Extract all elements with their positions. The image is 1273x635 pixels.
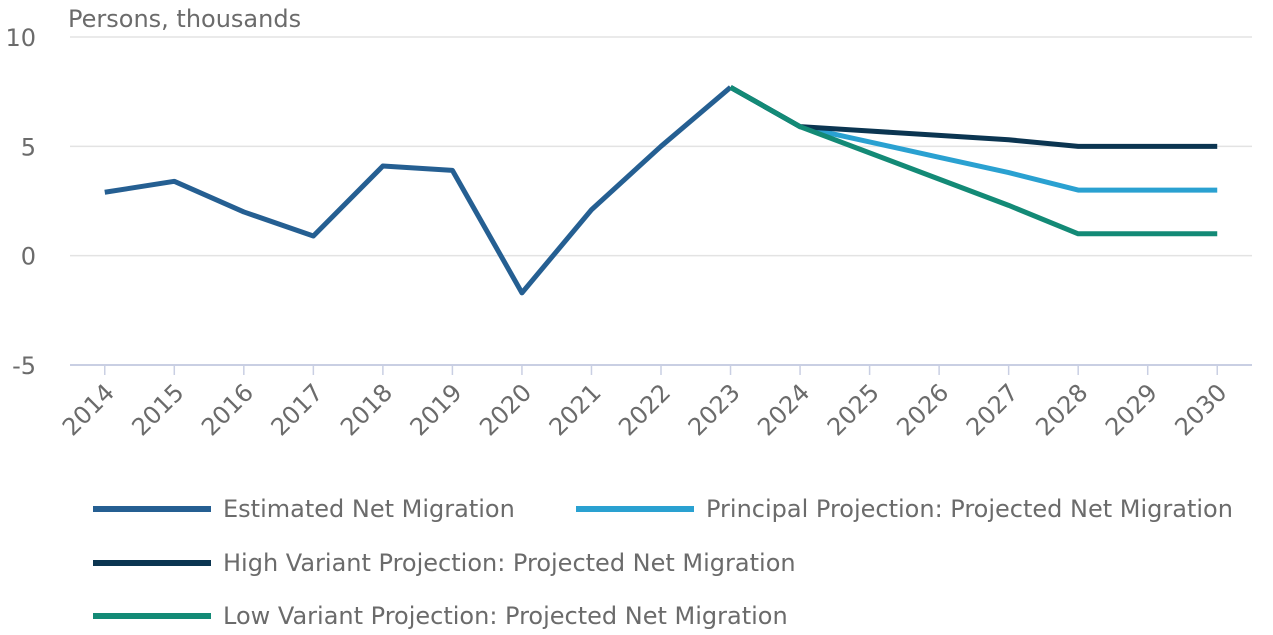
x-tick-label: 2023 (683, 378, 746, 441)
x-tick-label: 2019 (405, 378, 468, 441)
y-tick-label: 0 (21, 243, 36, 271)
legend-label: Principal Projection: Projected Net Migr… (706, 495, 1233, 523)
x-tick-label: 2028 (1030, 378, 1093, 441)
x-tick-label: 2018 (335, 378, 398, 441)
y-tick-label: 5 (21, 133, 36, 161)
y-axis-label: Persons, thousands (68, 5, 301, 33)
series-line (729, 85, 1218, 149)
x-tick-label: 2029 (1100, 378, 1163, 441)
x-tick-label: 2030 (1169, 378, 1232, 441)
legend-label: Low Variant Projection: Projected Net Mi… (223, 602, 788, 630)
y-tick-label: 10 (5, 24, 36, 52)
x-tick-label: 2020 (474, 378, 537, 441)
x-tick-label: 2026 (891, 378, 954, 441)
y-tick-label: -5 (12, 352, 36, 380)
x-tick-label: 2015 (126, 378, 189, 441)
series-line (729, 85, 1218, 237)
x-tick-label: 2017 (266, 378, 329, 441)
series-line (104, 85, 733, 296)
x-tick-label: 2024 (752, 378, 815, 441)
x-tick-label: 2014 (57, 378, 120, 441)
legend-label: Estimated Net Migration (223, 495, 515, 523)
x-tick-label: 2016 (196, 378, 259, 441)
x-tick-label: 2027 (961, 378, 1024, 441)
x-tick-label: 2021 (544, 378, 607, 441)
legend-label: High Variant Projection: Projected Net M… (223, 549, 796, 577)
x-tick-label: 2022 (613, 378, 676, 441)
x-tick-label: 2025 (822, 378, 885, 441)
